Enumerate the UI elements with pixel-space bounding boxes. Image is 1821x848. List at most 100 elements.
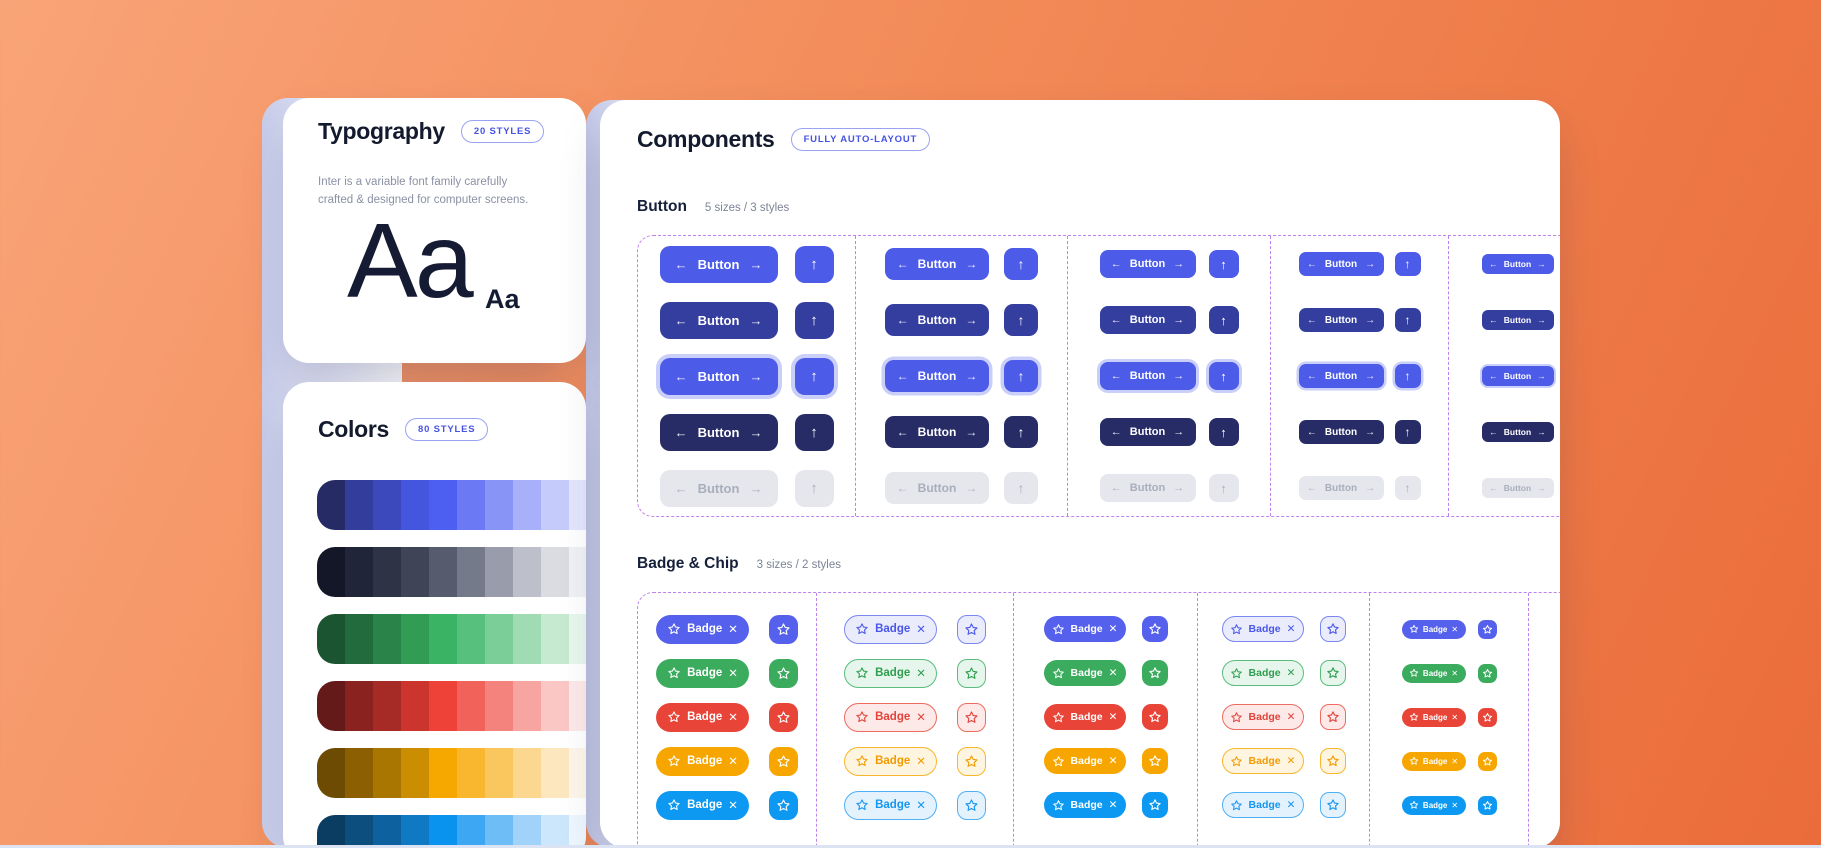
icon-button-primary[interactable]: ↑ — [1208, 250, 1239, 278]
badge-filled-green[interactable]: Badge ✕ — [1043, 660, 1126, 686]
chip-filled-amber[interactable] — [1141, 748, 1168, 774]
icon-button-dark[interactable]: ↑ — [1394, 308, 1421, 332]
icon-button-focused[interactable]: ↑ — [1004, 360, 1038, 392]
chip-outline-amber[interactable] — [957, 746, 986, 776]
close-icon[interactable]: ✕ — [1108, 711, 1118, 723]
close-icon[interactable]: ✕ — [1286, 623, 1296, 635]
close-icon[interactable]: ✕ — [1286, 799, 1296, 811]
button-focused[interactable]: ← Button → — [1481, 366, 1554, 386]
icon-button-darkest[interactable]: ↑ — [794, 413, 834, 451]
button-dark[interactable]: ← Button → — [1099, 306, 1196, 334]
button-primary[interactable]: ← Button → — [885, 248, 989, 280]
chip-outline-indigo[interactable] — [1319, 616, 1346, 642]
close-icon[interactable]: ✕ — [728, 800, 738, 812]
close-icon[interactable]: ✕ — [1451, 624, 1459, 634]
button-disabled[interactable]: ← Button → — [885, 472, 989, 504]
icon-button-darkest[interactable]: ↑ — [1394, 420, 1421, 444]
close-icon[interactable]: ✕ — [1286, 755, 1296, 767]
badge-outline-red[interactable]: Badge ✕ — [1221, 704, 1304, 730]
chip-filled-amber[interactable] — [1477, 751, 1497, 771]
chip-outline-amber[interactable] — [1319, 748, 1346, 774]
badge-filled-indigo[interactable]: Badge ✕ — [1401, 619, 1466, 639]
close-icon[interactable]: ✕ — [728, 712, 738, 724]
badge-outline-indigo[interactable]: Badge ✕ — [844, 614, 937, 644]
badge-filled-indigo[interactable]: Badge ✕ — [656, 614, 749, 644]
chip-outline-blue[interactable] — [1319, 792, 1346, 818]
chip-filled-indigo[interactable] — [769, 614, 798, 644]
chip-filled-green[interactable] — [1141, 660, 1168, 686]
badge-outline-green[interactable]: Badge ✕ — [1221, 660, 1304, 686]
chip-outline-red[interactable] — [957, 702, 986, 732]
close-icon[interactable]: ✕ — [1451, 668, 1459, 678]
badge-outline-red[interactable]: Badge ✕ — [844, 702, 937, 732]
chip-outline-blue[interactable] — [957, 790, 986, 820]
chip-filled-green[interactable] — [769, 658, 798, 688]
button-primary[interactable]: ← Button → — [1298, 252, 1384, 276]
chip-filled-red[interactable] — [1141, 704, 1168, 730]
badge-filled-amber[interactable]: Badge ✕ — [1043, 748, 1126, 774]
badge-filled-red[interactable]: Badge ✕ — [1401, 707, 1466, 727]
close-icon[interactable]: ✕ — [1286, 667, 1296, 679]
button-focused[interactable]: ← Button → — [1099, 362, 1196, 390]
icon-button-primary[interactable]: ↑ — [1004, 248, 1038, 280]
badge-filled-red[interactable]: Badge ✕ — [656, 702, 749, 732]
button-focused[interactable]: ← Button → — [1298, 364, 1384, 388]
icon-button-disabled[interactable]: ↑ — [1004, 472, 1038, 504]
chip-outline-green[interactable] — [957, 658, 986, 688]
close-icon[interactable]: ✕ — [1108, 799, 1118, 811]
badge-filled-green[interactable]: Badge ✕ — [1401, 663, 1466, 683]
badge-outline-indigo[interactable]: Badge ✕ — [1221, 616, 1304, 642]
icon-button-disabled[interactable]: ↑ — [1394, 476, 1421, 500]
chip-outline-green[interactable] — [1319, 660, 1346, 686]
close-icon[interactable]: ✕ — [1451, 756, 1459, 766]
chip-filled-blue[interactable] — [1477, 795, 1497, 815]
chip-filled-red[interactable] — [1477, 707, 1497, 727]
chip-outline-indigo[interactable] — [957, 614, 986, 644]
icon-button-primary[interactable]: ↑ — [794, 245, 834, 283]
icon-button-primary[interactable]: ↑ — [1394, 252, 1421, 276]
chip-filled-indigo[interactable] — [1477, 619, 1497, 639]
badge-filled-amber[interactable]: Badge ✕ — [1401, 751, 1466, 771]
icon-button-dark[interactable]: ↑ — [794, 301, 834, 339]
button-focused[interactable]: ← Button → — [659, 357, 778, 395]
badge-filled-blue[interactable]: Badge ✕ — [1401, 795, 1466, 815]
close-icon[interactable]: ✕ — [916, 668, 926, 680]
chip-filled-blue[interactable] — [1141, 792, 1168, 818]
badge-outline-amber[interactable]: Badge ✕ — [844, 746, 937, 776]
button-dark[interactable]: ← Button → — [885, 304, 989, 336]
button-disabled[interactable]: ← Button → — [1481, 478, 1554, 498]
icon-button-darkest[interactable]: ↑ — [1208, 418, 1239, 446]
close-icon[interactable]: ✕ — [1451, 800, 1459, 810]
close-icon[interactable]: ✕ — [728, 756, 738, 768]
close-icon[interactable]: ✕ — [1108, 667, 1118, 679]
button-primary[interactable]: ← Button → — [1481, 254, 1554, 274]
chip-filled-indigo[interactable] — [1141, 616, 1168, 642]
close-icon[interactable]: ✕ — [916, 624, 926, 636]
button-darkest[interactable]: ← Button → — [1481, 422, 1554, 442]
badge-outline-blue[interactable]: Badge ✕ — [1221, 792, 1304, 818]
button-primary[interactable]: ← Button → — [659, 245, 778, 283]
button-dark[interactable]: ← Button → — [1298, 308, 1384, 332]
icon-button-focused[interactable]: ↑ — [794, 357, 834, 395]
badge-filled-indigo[interactable]: Badge ✕ — [1043, 616, 1126, 642]
button-disabled[interactable]: ← Button → — [659, 469, 778, 507]
close-icon[interactable]: ✕ — [1108, 755, 1118, 767]
close-icon[interactable]: ✕ — [916, 712, 926, 724]
badge-filled-blue[interactable]: Badge ✕ — [656, 790, 749, 820]
close-icon[interactable]: ✕ — [1286, 711, 1296, 723]
close-icon[interactable]: ✕ — [916, 756, 926, 768]
chip-filled-red[interactable] — [769, 702, 798, 732]
icon-button-dark[interactable]: ↑ — [1004, 304, 1038, 336]
button-disabled[interactable]: ← Button → — [1099, 474, 1196, 502]
close-icon[interactable]: ✕ — [916, 800, 926, 812]
badge-outline-green[interactable]: Badge ✕ — [844, 658, 937, 688]
chip-outline-red[interactable] — [1319, 704, 1346, 730]
badge-filled-green[interactable]: Badge ✕ — [656, 658, 749, 688]
close-icon[interactable]: ✕ — [728, 668, 738, 680]
badge-filled-amber[interactable]: Badge ✕ — [656, 746, 749, 776]
icon-button-dark[interactable]: ↑ — [1208, 306, 1239, 334]
chip-filled-amber[interactable] — [769, 746, 798, 776]
button-darkest[interactable]: ← Button → — [1099, 418, 1196, 446]
button-darkest[interactable]: ← Button → — [1298, 420, 1384, 444]
button-dark[interactable]: ← Button → — [659, 301, 778, 339]
